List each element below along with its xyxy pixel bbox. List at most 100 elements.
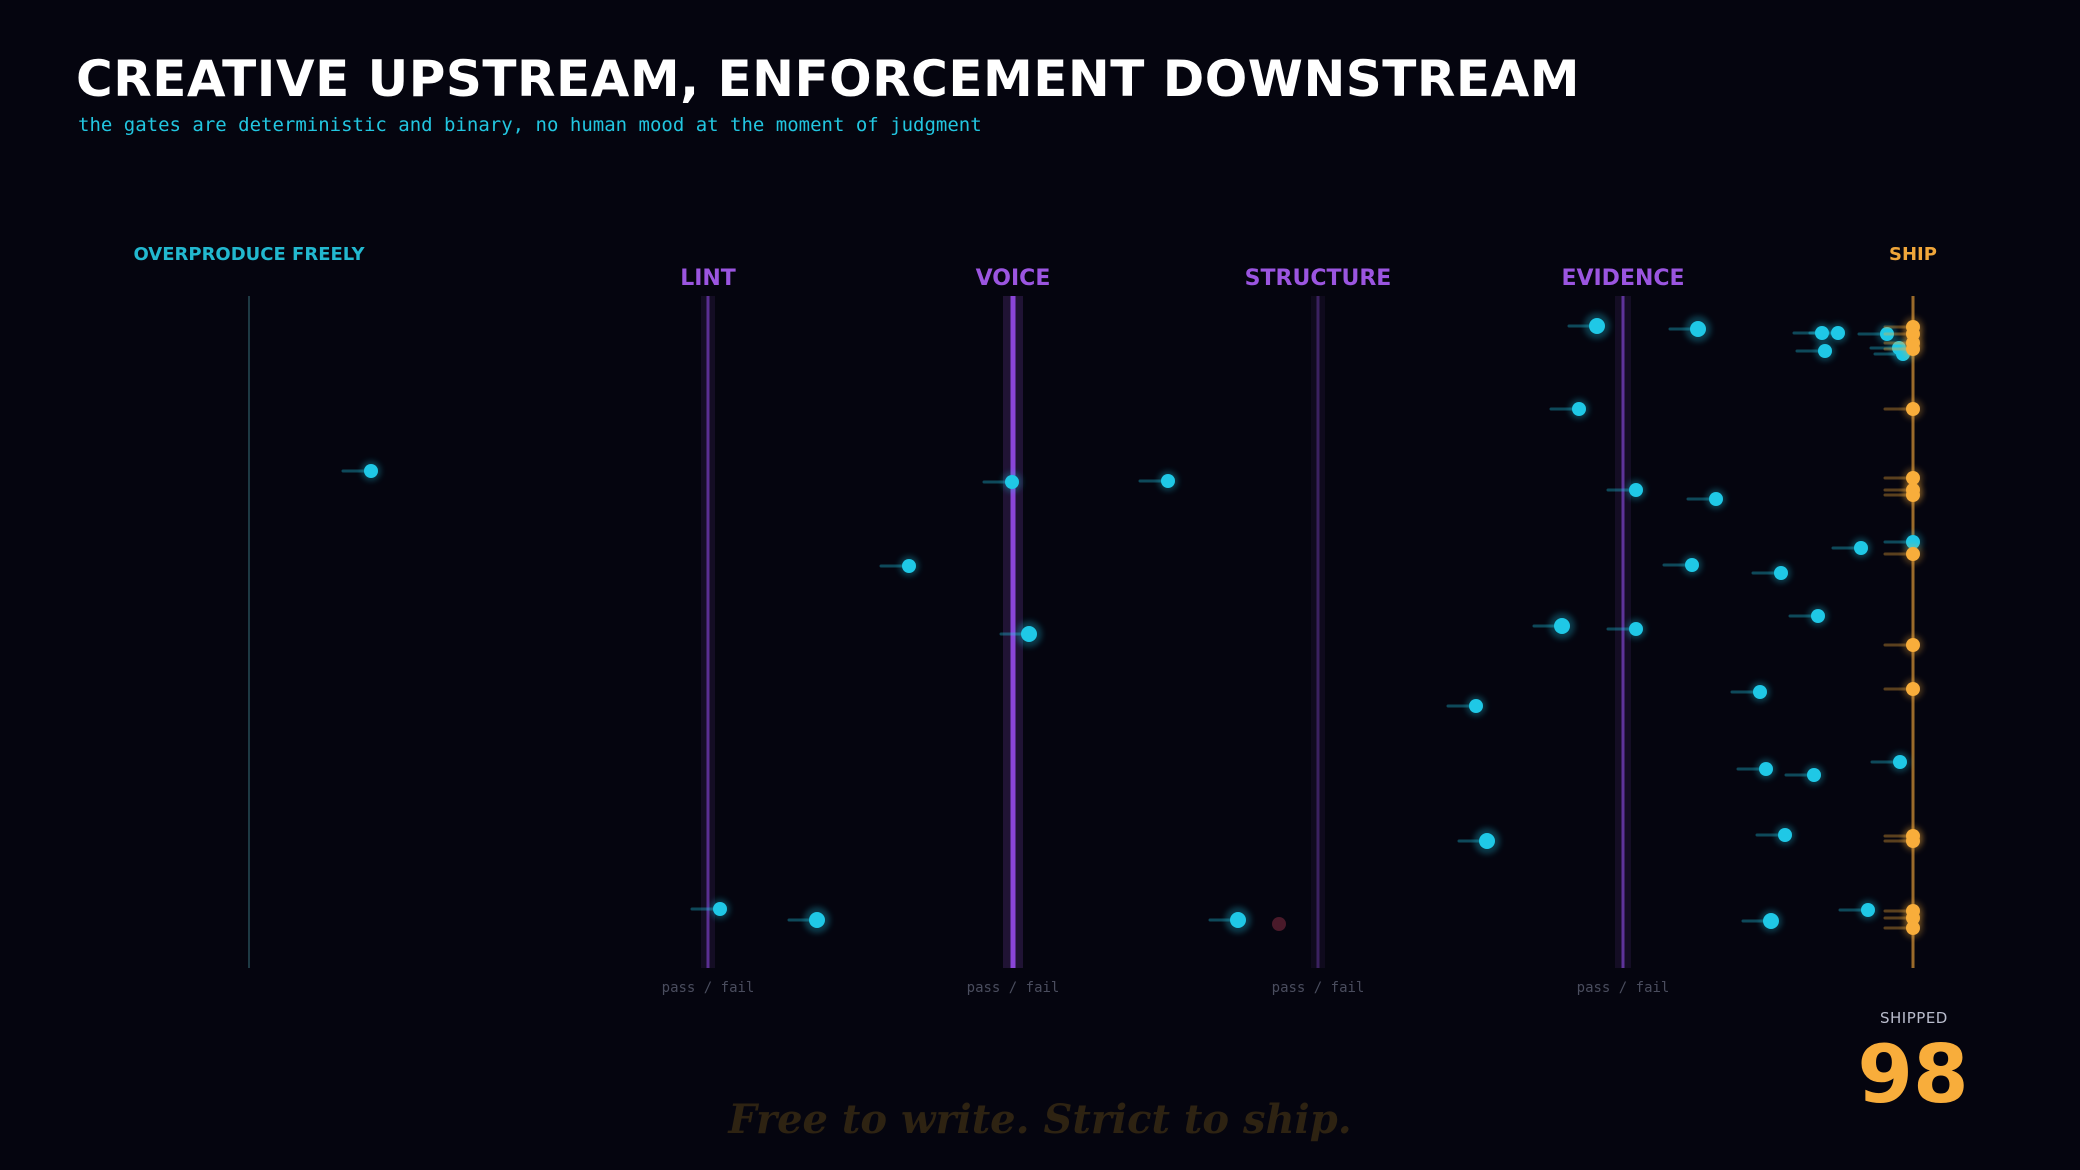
particle-dot — [1906, 547, 1920, 561]
particle-dot — [1854, 541, 1868, 555]
flow-particle — [1788, 606, 1828, 626]
flow-particle — [787, 907, 830, 933]
particle-dot — [902, 559, 916, 573]
particle-dot — [1811, 609, 1825, 623]
particle-dot — [1709, 492, 1723, 506]
flow-particle — [1838, 900, 1878, 920]
particle-dot — [1763, 913, 1779, 929]
stage-label-lint: LINT — [680, 266, 736, 291]
flow-particle — [1457, 828, 1500, 854]
flow-particle — [999, 621, 1042, 647]
particle-dot — [1906, 488, 1920, 502]
particle-dot — [1685, 558, 1699, 572]
shipped-particle — [1883, 831, 1923, 851]
particle-dot — [1230, 912, 1246, 928]
flow-particle — [982, 472, 1022, 492]
shipped-particle — [1883, 635, 1923, 655]
particle-dot — [1005, 475, 1019, 489]
particle-dot — [1906, 682, 1920, 696]
particle-dot — [1906, 342, 1920, 356]
particle-dot — [1880, 327, 1894, 341]
particle-dot — [1774, 566, 1788, 580]
particle-dot — [1690, 321, 1706, 337]
flow-particle — [1741, 910, 1782, 932]
flow-particle — [1567, 313, 1610, 339]
particle-dot — [1753, 685, 1767, 699]
particle-dot — [1161, 474, 1175, 488]
flow-particle — [1446, 696, 1486, 716]
shipped-particle — [1883, 679, 1923, 699]
shipped-particle — [1883, 544, 1923, 564]
particle-dot — [1479, 833, 1495, 849]
gate-note-voice: pass / fail — [967, 980, 1060, 996]
flow-particle — [1606, 619, 1646, 639]
shipped-particle — [1883, 485, 1923, 505]
particle-dot — [1272, 917, 1286, 931]
flow-particle — [690, 899, 730, 919]
flow-particle — [1730, 682, 1770, 702]
shipped-label: SHIPPED — [1880, 1009, 1948, 1027]
particle-dot — [1861, 903, 1875, 917]
flow-particle — [1138, 471, 1178, 491]
particle-dot — [1554, 618, 1570, 634]
shipped-particle — [1883, 399, 1923, 419]
rejected-particle — [1272, 917, 1286, 931]
flow-particle — [1606, 480, 1646, 500]
stage-label-voice: VOICE — [976, 266, 1051, 291]
flow-particle — [1857, 324, 1897, 344]
gate-note-lint: pass / fail — [662, 980, 755, 996]
shipped-count: 98 — [1857, 1028, 1969, 1121]
flow-particle — [1751, 563, 1791, 583]
particle-dot — [1818, 344, 1832, 358]
particle-dot — [1906, 921, 1920, 935]
particle-dot — [1469, 699, 1483, 713]
particle-dot — [1759, 762, 1773, 776]
tagline: Free to write. Strict to ship. — [728, 1096, 1352, 1143]
particle-layer — [341, 313, 1923, 938]
stage-label-structure: STRUCTURE — [1245, 266, 1392, 291]
particle-dot — [1778, 828, 1792, 842]
particle-dot — [1906, 402, 1920, 416]
particle-dot — [1906, 638, 1920, 652]
flow-particle — [879, 556, 919, 576]
page-subtitle: the gates are deterministic and binary, … — [78, 114, 982, 136]
particle-dot — [1893, 755, 1907, 769]
flow-particle — [1870, 752, 1910, 772]
page-title: CREATIVE UPSTREAM, ENFORCEMENT DOWNSTREA… — [76, 50, 1581, 108]
gate-note-evidence: pass / fail — [1577, 980, 1670, 996]
flow-particle — [1795, 341, 1835, 361]
flow-particle — [1208, 907, 1251, 933]
flow-particle — [1755, 825, 1795, 845]
flow-particle — [1736, 759, 1776, 779]
stage-label-ship: SHIP — [1889, 244, 1937, 265]
flow-particle — [1532, 613, 1575, 639]
flow-particle — [1549, 399, 1589, 419]
particle-dot — [1021, 626, 1037, 642]
particle-dot — [1906, 834, 1920, 848]
flow-particle — [1662, 555, 1702, 575]
shipped-particle — [1883, 339, 1923, 359]
flow-particle — [1831, 538, 1871, 558]
flow-particle — [1808, 323, 1848, 343]
particle-dot — [1572, 402, 1586, 416]
particle-dot — [1629, 622, 1643, 636]
flow-particle — [341, 461, 381, 481]
particle-dot — [364, 464, 378, 478]
stage-label-evidence: EVIDENCE — [1561, 266, 1684, 291]
particle-dot — [809, 912, 825, 928]
flow-particle — [1686, 489, 1726, 509]
particle-dot — [1807, 768, 1821, 782]
shipped-particle — [1883, 918, 1923, 938]
gate-note-structure: pass / fail — [1272, 980, 1365, 996]
particle-dot — [713, 902, 727, 916]
flow-particle — [1668, 316, 1711, 342]
particle-dot — [1629, 483, 1643, 497]
flow-particle — [1784, 765, 1824, 785]
particle-dot — [1815, 326, 1829, 340]
stage-label-overproduce: OVERPRODUCE FREELY — [133, 244, 365, 265]
particle-dot — [1831, 326, 1845, 340]
flow-particle — [1792, 323, 1832, 343]
particle-dot — [1589, 318, 1605, 334]
